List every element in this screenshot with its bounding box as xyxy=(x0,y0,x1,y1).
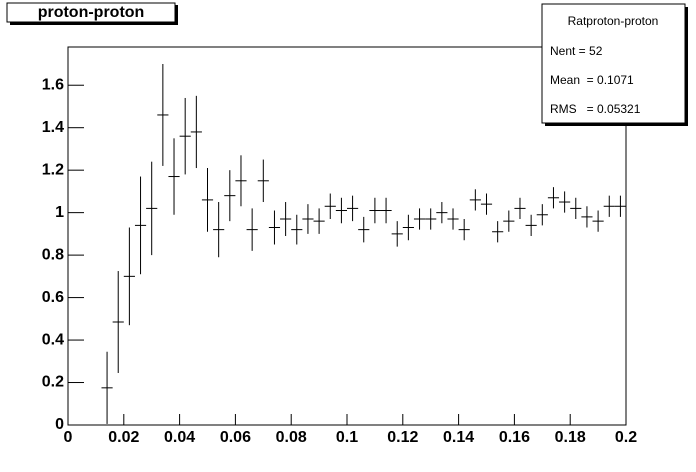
y-tick-label: 1.2 xyxy=(42,161,64,178)
y-tick-label: 0.6 xyxy=(42,289,64,306)
x-tick-label: 0.1 xyxy=(336,429,358,446)
x-tick-label: 0.2 xyxy=(615,429,637,446)
stats-line: Mean = 0.1071 xyxy=(550,73,634,87)
y-tick-label: 0.2 xyxy=(42,374,64,391)
y-tick-label: 1.6 xyxy=(42,76,64,93)
x-tick-label: 0.06 xyxy=(220,429,251,446)
y-tick-label: 0 xyxy=(55,416,64,433)
y-tick-label: 1.4 xyxy=(42,119,64,136)
stats-line: RMS = 0.05321 xyxy=(550,102,641,116)
x-tick-label: 0.04 xyxy=(164,429,195,446)
chart-title: proton-proton xyxy=(38,4,145,21)
y-tick-label: 1 xyxy=(55,204,64,221)
x-tick-label: 0.14 xyxy=(443,429,474,446)
stats-line: Nent = 52 xyxy=(550,44,603,58)
x-tick-label: 0.08 xyxy=(276,429,307,446)
title-box xyxy=(6,2,176,23)
x-tick-label: 0.12 xyxy=(387,429,418,446)
y-tick-label: 0.8 xyxy=(42,246,64,263)
x-tick-label: 0 xyxy=(64,429,73,446)
x-tick-label: 0.02 xyxy=(108,429,139,446)
stats-box xyxy=(541,3,686,124)
x-tick-label: 0.16 xyxy=(499,429,530,446)
x-tick-label: 0.18 xyxy=(555,429,586,446)
y-tick-label: 0.4 xyxy=(42,331,64,348)
stats-title: Ratproton-proton xyxy=(568,14,659,28)
